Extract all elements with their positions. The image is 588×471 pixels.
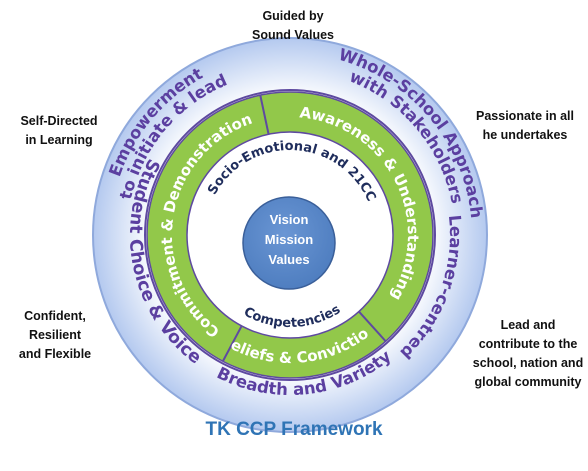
framework-title: TK CCP Framework [205,419,383,440]
label-confident-resilient: Confident, Resilient and Flexible [18,309,92,361]
label-self-directed: Self-Directed in Learning [20,114,98,147]
green-divider-top [259,94,270,135]
center-line-vision: Vision [270,212,309,227]
green-divider-right [358,310,387,342]
green-divider-bottom [221,325,243,362]
label-guided-by-sound-values: Guided by Sound Values [252,9,334,42]
center-line-mission: Mission [265,232,313,247]
label-passionate: Passionate in all he undertakes [476,109,574,142]
ring-dividers [221,94,387,362]
label-lead-and-contribute: Lead and contribute to the school, natio… [472,318,584,389]
center-texts: Vision Mission Values [265,212,313,267]
center-line-values: Values [268,252,309,267]
center-circle [242,196,336,290]
